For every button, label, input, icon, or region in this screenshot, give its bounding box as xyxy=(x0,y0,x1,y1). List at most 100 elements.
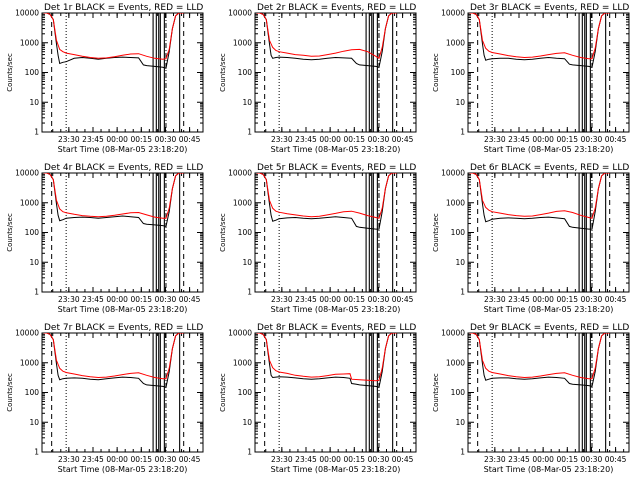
x-tick-label: 00:45 xyxy=(392,295,414,304)
x-axis-label: Start Time (08-Mar-05 23:18:20) xyxy=(271,305,401,314)
x-tick-label: 23:45 xyxy=(295,455,317,464)
y-axis-label: Counts/sec xyxy=(432,373,440,412)
y-tick-label: 10 xyxy=(29,98,39,107)
x-tick-label: 00:00 xyxy=(319,455,341,464)
y-tick-label: 10 xyxy=(455,258,465,267)
x-tick-label: 00:45 xyxy=(605,295,627,304)
lld-series-line xyxy=(43,173,184,219)
y-tick-label: 10000 xyxy=(15,169,39,178)
plot-frame xyxy=(467,172,630,293)
x-tick-label: 23:30 xyxy=(484,455,506,464)
events-series-line xyxy=(469,173,610,230)
x-tick-label: 00:00 xyxy=(106,455,128,464)
x-tick-label: 00:00 xyxy=(106,295,128,304)
y-axis-label: Counts/sec xyxy=(219,53,227,92)
y-tick-label: 1000 xyxy=(20,358,39,367)
y-tick-label: 10000 xyxy=(15,329,39,338)
x-tick-label: 00:30 xyxy=(368,455,390,464)
lld-series-line xyxy=(256,173,397,219)
y-tick-label: 1000 xyxy=(20,198,39,207)
panel-det-2r: Det 2r BLACK = Events, RED = LLD 1 10 100 10… xyxy=(219,3,417,154)
plot-frame xyxy=(254,332,417,453)
x-tick-label: 00:30 xyxy=(155,455,177,464)
y-tick-label: 100 xyxy=(238,228,253,237)
x-axis-label: Start Time (08-Mar-05 23:18:20) xyxy=(484,465,614,474)
x-tick-label: 00:15 xyxy=(343,455,365,464)
x-tick-label: 23:45 xyxy=(295,135,317,144)
plot-frame xyxy=(41,332,204,453)
y-tick-label: 100 xyxy=(25,228,40,237)
y-tick-label: 100 xyxy=(451,68,466,77)
lld-series-line xyxy=(43,13,184,60)
x-tick-label: 00:00 xyxy=(319,295,341,304)
x-tick-label: 00:15 xyxy=(130,455,152,464)
y-tick-label: 10 xyxy=(29,258,39,267)
x-tick-label: 00:00 xyxy=(106,135,128,144)
x-tick-label: 00:30 xyxy=(155,135,177,144)
panel-det-9r: Det 9r BLACK = Events, RED = LLD 1 10 100 10… xyxy=(432,323,630,474)
x-tick-label: 00:00 xyxy=(319,135,341,144)
x-tick-label: 00:00 xyxy=(532,135,554,144)
x-tick-label: 23:30 xyxy=(271,135,293,144)
x-tick-label: 00:15 xyxy=(556,455,578,464)
y-tick-label: 1000 xyxy=(233,358,252,367)
x-tick-label: 23:45 xyxy=(82,295,104,304)
lld-series-line xyxy=(469,333,610,380)
x-tick-label: 00:45 xyxy=(392,135,414,144)
x-tick-label: 00:15 xyxy=(556,135,578,144)
y-tick-label: 1 xyxy=(460,288,465,297)
panel-title: Det 8r BLACK = Events, RED = LLD xyxy=(257,323,416,333)
x-tick-label: 23:30 xyxy=(271,295,293,304)
events-series-line xyxy=(256,333,397,388)
lld-series-line xyxy=(256,333,397,382)
lld-series-line xyxy=(469,13,610,60)
y-tick-label: 10000 xyxy=(441,329,465,338)
y-tick-label: 10 xyxy=(242,258,252,267)
y-tick-label: 1 xyxy=(247,448,252,457)
x-tick-label: 23:30 xyxy=(271,455,293,464)
x-axis-label: Start Time (08-Mar-05 23:18:20) xyxy=(58,145,188,154)
y-tick-label: 10000 xyxy=(441,169,465,178)
panel-title: Det 6r BLACK = Events, RED = LLD xyxy=(470,163,629,173)
y-axis-label: Counts/sec xyxy=(219,373,227,412)
y-tick-label: 100 xyxy=(25,388,40,397)
y-tick-label: 1000 xyxy=(446,198,465,207)
panel-det-5r: Det 5r BLACK = Events, RED = LLD 1 10 100 10… xyxy=(219,163,417,314)
x-tick-label: 23:30 xyxy=(58,295,80,304)
x-tick-label: 23:45 xyxy=(508,295,530,304)
x-axis-label: Start Time (08-Mar-05 23:18:20) xyxy=(484,145,614,154)
panel-title: Det 3r BLACK = Events, RED = LLD xyxy=(470,3,629,13)
x-tick-label: 00:00 xyxy=(532,455,554,464)
x-tick-label: 00:30 xyxy=(581,295,603,304)
lld-series-line xyxy=(43,333,184,380)
x-tick-label: 00:15 xyxy=(556,295,578,304)
panel-title: Det 4r BLACK = Events, RED = LLD xyxy=(44,163,203,173)
x-tick-label: 00:30 xyxy=(581,455,603,464)
x-tick-label: 00:15 xyxy=(130,135,152,144)
x-tick-label: 23:45 xyxy=(82,135,104,144)
plot-frame xyxy=(41,12,204,133)
y-tick-label: 10 xyxy=(242,418,252,427)
y-tick-label: 10 xyxy=(455,418,465,427)
x-tick-label: 00:00 xyxy=(532,295,554,304)
events-series-line xyxy=(43,13,184,69)
panel-title: Det 5r BLACK = Events, RED = LLD xyxy=(257,163,416,173)
x-axis-label: Start Time (08-Mar-05 23:18:20) xyxy=(58,465,188,474)
y-tick-label: 100 xyxy=(451,228,466,237)
y-tick-label: 1 xyxy=(34,448,39,457)
events-series-line xyxy=(256,173,397,230)
y-tick-label: 1 xyxy=(34,288,39,297)
lld-series-line xyxy=(256,13,397,60)
x-tick-label: 00:45 xyxy=(605,135,627,144)
x-tick-label: 23:45 xyxy=(295,295,317,304)
y-axis-label: Counts/sec xyxy=(432,53,440,92)
y-tick-label: 10000 xyxy=(228,329,252,338)
y-tick-label: 100 xyxy=(451,388,466,397)
panel-det-4r: Det 4r BLACK = Events, RED = LLD 1 10 100 10… xyxy=(6,163,204,314)
y-tick-label: 1000 xyxy=(446,358,465,367)
x-tick-label: 23:45 xyxy=(82,455,104,464)
y-tick-label: 10000 xyxy=(228,169,252,178)
y-axis-label: Counts/sec xyxy=(6,53,14,92)
y-tick-label: 100 xyxy=(238,68,253,77)
